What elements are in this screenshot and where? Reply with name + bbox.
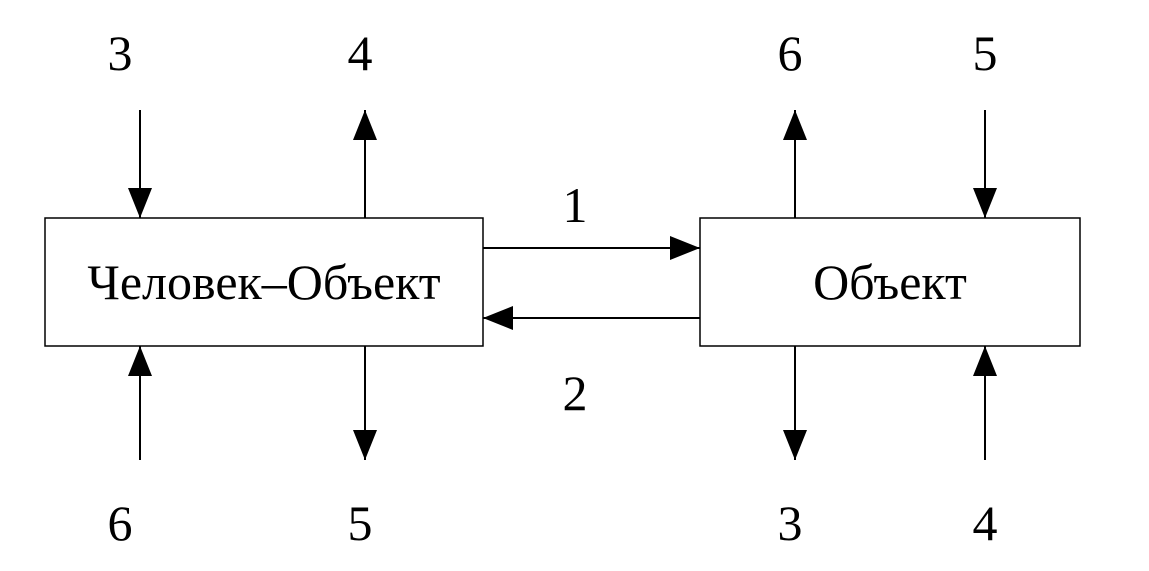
diagram-canvas: Человек–Объект Объект 1 2 3 4 6 5 6 5 3 4 xyxy=(0,0,1149,571)
arrow-label-L_bot_in: 6 xyxy=(108,495,133,551)
edge-label-e1: 1 xyxy=(563,177,588,233)
edge-label-e2: 2 xyxy=(563,365,588,421)
node-label-left: Человек–Объект xyxy=(87,254,440,310)
arrow-label-L_top_out: 4 xyxy=(348,25,373,81)
arrow-label-R_bot_in: 4 xyxy=(973,495,998,551)
arrow-label-L_bot_out: 5 xyxy=(348,495,373,551)
arrow-label-R_top_out: 6 xyxy=(778,25,803,81)
arrow-label-L_top_in: 3 xyxy=(108,25,133,81)
node-label-right: Объект xyxy=(813,254,967,310)
arrow-label-R_bot_out: 3 xyxy=(778,495,803,551)
arrow-label-R_top_in: 5 xyxy=(973,25,998,81)
